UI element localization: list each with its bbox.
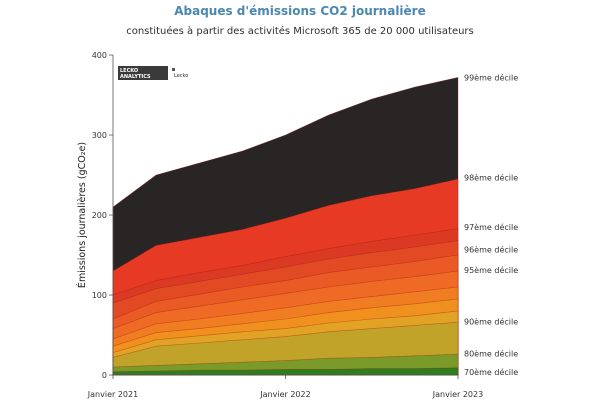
decile-label: 98ème décile [464, 172, 518, 182]
x-tick-label: Janvier 2022 [259, 390, 310, 399]
logo-side-text: Lecko [174, 73, 188, 79]
decile-label: 90ème décile [464, 316, 518, 326]
y-tick-label: 0 [102, 371, 107, 380]
y-tick-label: 400 [92, 51, 107, 60]
lecko-analytics-logo: LECKO ANALYTICS Lecko [118, 66, 188, 80]
y-tick-label: 200 [92, 211, 107, 220]
logo-mark [172, 68, 175, 71]
y-tick-label: 100 [92, 291, 107, 300]
logo-line2: ANALYTICS [120, 74, 151, 80]
decile-label: 70ème décile [464, 367, 518, 377]
x-tick-label: Janvier 2023 [432, 390, 483, 399]
decile-label: 99ème décile [464, 72, 518, 82]
decile-labels-group: 99ème décile 98ème décile 97ème décile 96èm… [464, 72, 518, 376]
decile-label: 97ème décile [464, 222, 518, 232]
chart-subtitle: constituées à partir des activités Micro… [126, 25, 474, 37]
decile-label: 95ème décile [464, 265, 518, 275]
y-axis-label: Émissions journalières (gCO₂e) [76, 142, 88, 288]
area-series-0 [112, 367, 459, 376]
x-tick-label: Janvier 2021 [87, 390, 138, 399]
decile-label: 80ème décile [464, 348, 518, 358]
logo-box [118, 66, 168, 80]
logo-line1: LECKO [120, 68, 138, 74]
area-series-group [112, 77, 459, 376]
decile-label: 96ème décile [464, 244, 518, 254]
y-tick-label: 300 [92, 131, 107, 140]
axes-group: 0 100 200 300 400 Janvier 2021 Janvier 2022 Jan… [87, 51, 483, 399]
chart-title: Abaques d'émissions CO2 journalière [174, 4, 426, 18]
